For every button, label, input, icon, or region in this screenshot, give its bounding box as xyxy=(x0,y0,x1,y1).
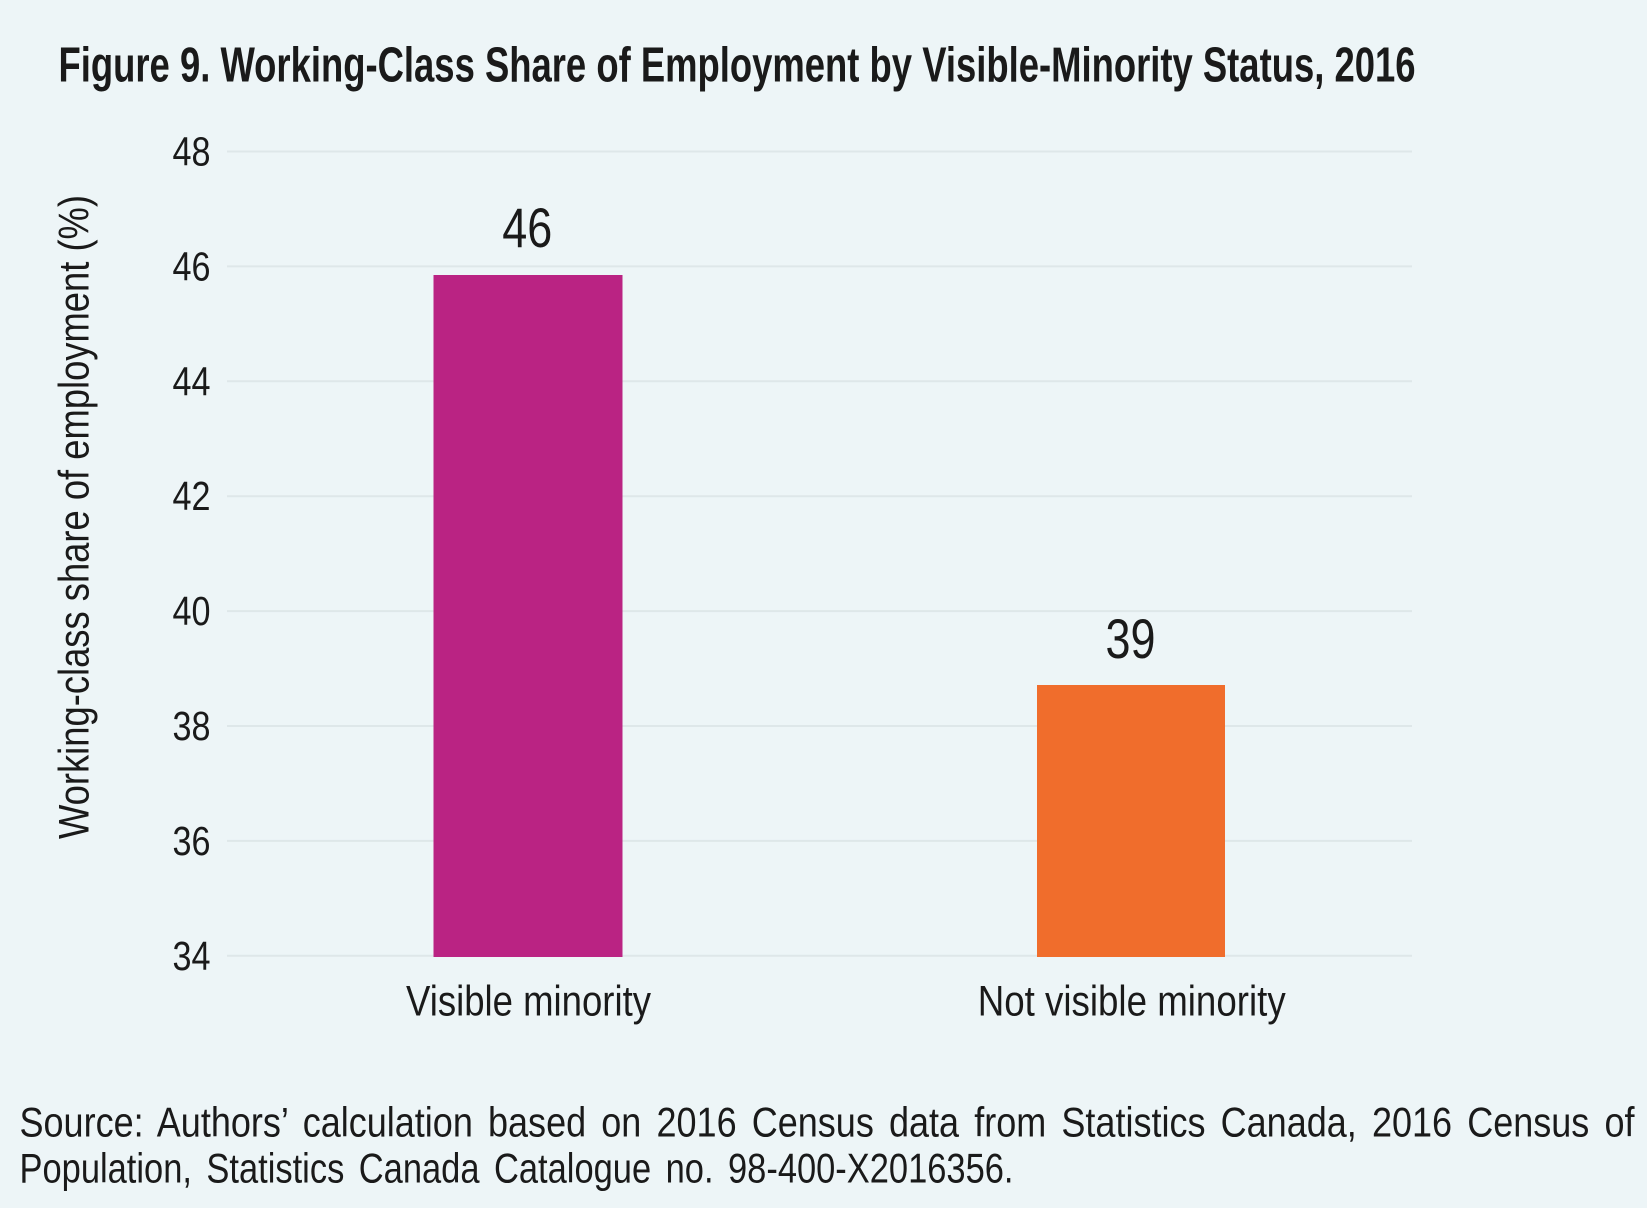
svg-text:40: 40 xyxy=(173,588,211,634)
svg-text:42: 42 xyxy=(173,473,211,519)
svg-text:46: 46 xyxy=(173,243,211,289)
svg-text:Not visible minority: Not visible minority xyxy=(978,978,1286,1026)
svg-text:38: 38 xyxy=(173,703,211,749)
svg-text:44: 44 xyxy=(173,358,211,404)
svg-text:36: 36 xyxy=(173,818,211,864)
svg-text:Working-class share of employm: Working-class share of employment (%) xyxy=(51,195,99,839)
svg-text:48: 48 xyxy=(173,129,211,175)
svg-text:34: 34 xyxy=(173,933,211,979)
svg-text:46: 46 xyxy=(502,196,552,259)
svg-text:Population, Statistics Canada: Population, Statistics Canada Catalogue … xyxy=(20,1145,1014,1192)
svg-text:Visible minority: Visible minority xyxy=(406,978,651,1026)
svg-text:Figure 9. Working-Class Share: Figure 9. Working-Class Share of Employm… xyxy=(59,38,1416,92)
svg-text:39: 39 xyxy=(1106,607,1156,670)
svg-text:Source: Authors’ calculation b: Source: Authors’ calculation based on 20… xyxy=(20,1098,1635,1145)
